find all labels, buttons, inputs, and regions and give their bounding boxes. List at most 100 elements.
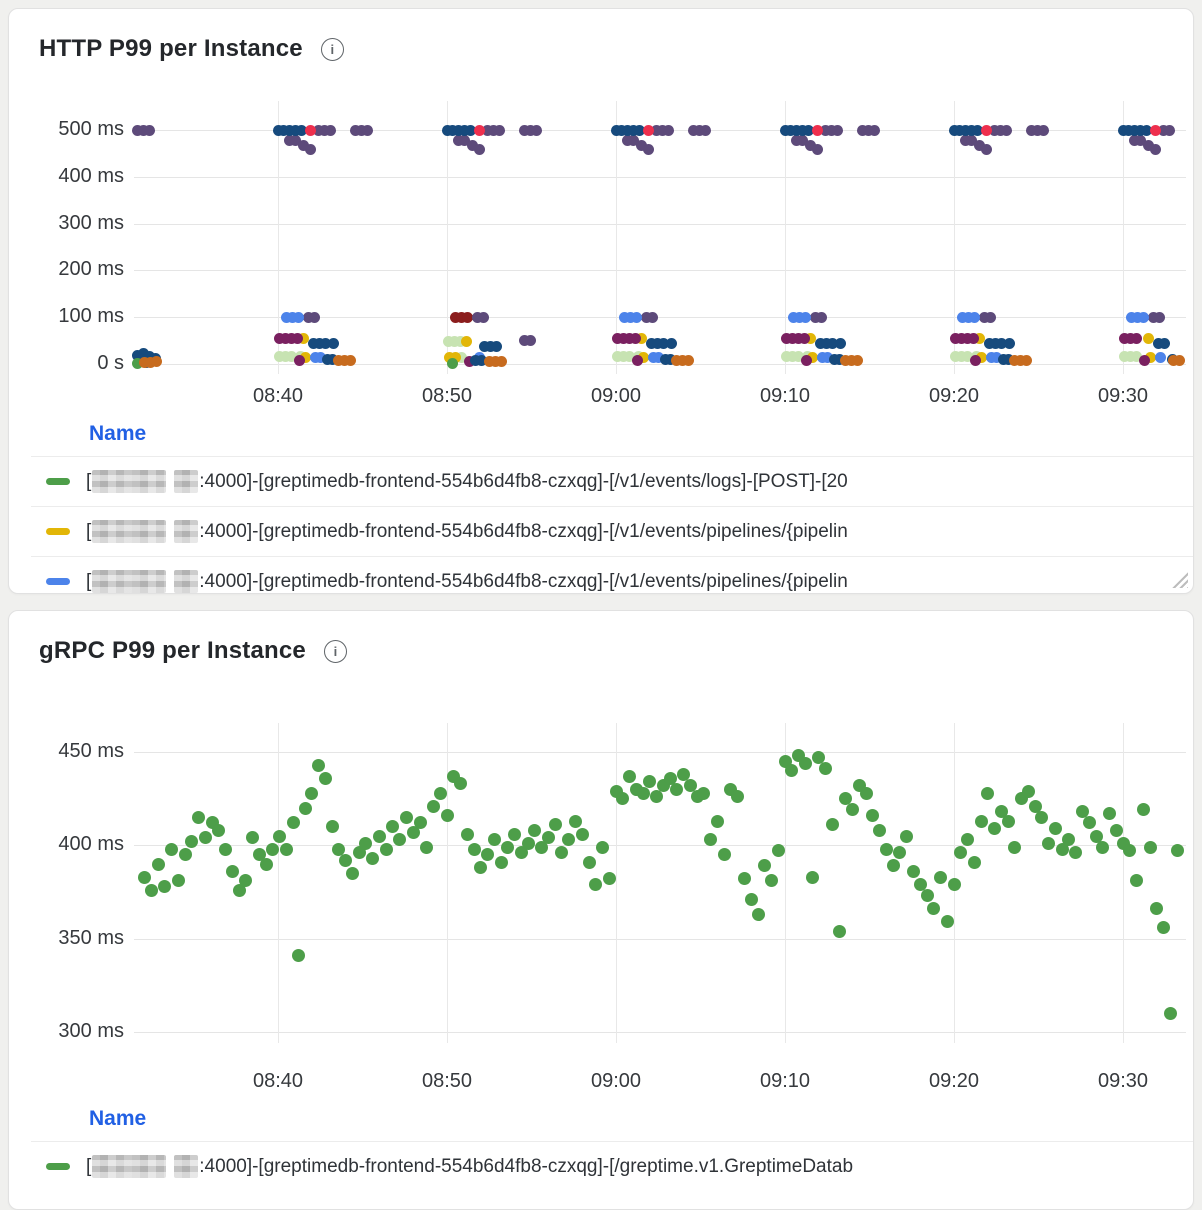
scatter-point [1032,124,1044,136]
legend-row[interactable]: [:4000]-[greptimedb-frontend-554b6d4fb8-… [9,556,1193,593]
scatter-point [973,332,985,344]
scatter-point [460,827,474,841]
scatter-point [1125,351,1137,362]
scatter-point [793,311,805,323]
info-icon[interactable]: i [320,37,344,61]
scatter-point [284,134,296,146]
scatter-point [821,352,833,364]
legend-header: Name [89,422,147,445]
scatter-point [960,134,972,146]
page-title: HTTP P99 per Instance [39,35,303,62]
scatter-point [165,842,178,856]
scatter-point [488,124,499,136]
scatter-point [132,124,144,136]
scatter-point [239,874,253,888]
scatter-point [832,924,846,938]
scatter-point [967,332,979,344]
scatter-point [798,756,812,770]
scatter-point [640,311,652,323]
info-icon[interactable]: i [323,639,347,663]
redacted-host-blur [174,1154,199,1178]
scatter-point [279,842,293,856]
redacted-host-blur [174,469,199,493]
scatter-point [1135,134,1147,146]
scatter-point [1144,351,1156,363]
scatter-point [466,139,478,151]
scatter-point [966,124,978,136]
scatter-point [280,332,292,344]
scatter-point [826,337,838,349]
scatter-point [612,351,624,362]
scatter-point [1136,803,1150,817]
scatter-point [473,124,485,136]
scatter-point [528,823,542,837]
scatter-point [962,351,973,362]
scatter-point [455,336,466,347]
scatter-point [589,878,603,891]
scatter-point [913,878,927,891]
scatter-point [950,332,962,344]
scatter-point [1055,842,1069,856]
scatter-point [519,124,531,136]
scatter-point [171,874,185,888]
gridline [278,101,279,374]
scatter-point [900,829,914,843]
y-tick-label: 500 ms [58,118,124,140]
scatter-point [962,311,974,323]
scatter-point [521,837,535,850]
scatter-point [292,311,304,323]
scatter-point [873,823,887,837]
scatter-point [471,311,483,323]
scatter-point [697,786,711,800]
scatter-point [906,865,920,878]
scatter-point [1009,355,1021,367]
gridline [954,101,955,374]
scatter-point [455,352,467,364]
legend-row[interactable]: [:4000]-[greptimedb-frontend-554b6d4fb8-… [9,456,1193,506]
page-title: gRPC P99 per Instance [39,637,306,664]
scatter-point [981,786,995,800]
scatter-point [449,351,461,363]
scatter-point [386,820,400,834]
scatter-point [324,124,336,136]
scatter-point [797,134,809,146]
scatter-point [623,769,636,783]
scatter-point [464,355,476,367]
scatter-point [820,337,832,349]
scatter-point [266,842,280,856]
scatter-point [972,124,984,136]
scatter-point [1150,902,1164,916]
gridline [278,723,279,1043]
scatter-point [1069,846,1083,860]
scatter-point [833,353,845,365]
scatter-point [490,340,502,352]
scatter-point [657,124,668,136]
scatter-point [399,810,413,824]
scatter-point [286,351,297,362]
scatter-point [666,337,678,349]
scatter-point [339,853,353,867]
scatter-point [482,124,494,136]
scatter-point [132,357,144,369]
http-p99-panel: HTTP P99 per Instance i 500 ms 400 ms 300 … [8,8,1194,594]
scatter-point [158,879,172,893]
scatter-point [630,311,642,323]
scatter-point [677,767,691,781]
scatter-point [646,311,658,323]
scatter-point [956,351,968,362]
scatter-point [628,134,640,146]
scatter-point [1153,311,1165,323]
http-panel-header: HTTP P99 per Instance i [39,35,344,63]
scatter-point [291,332,303,344]
legend-row[interactable]: [:4000]-[greptimedb-frontend-554b6d4fb8-… [9,506,1193,556]
scatter-point [525,335,537,347]
scatter-point [980,124,992,136]
legend-row[interactable]: [:4000]-[greptimedb-frontend-554b6d4fb8-… [9,1141,1193,1191]
scatter-point [459,124,471,136]
scatter-point [893,846,907,860]
scatter-point [927,902,941,916]
scatter-point [493,124,505,136]
legend-series-dash [46,527,70,535]
scatter-point [1082,816,1096,830]
scatter-point [139,356,150,368]
